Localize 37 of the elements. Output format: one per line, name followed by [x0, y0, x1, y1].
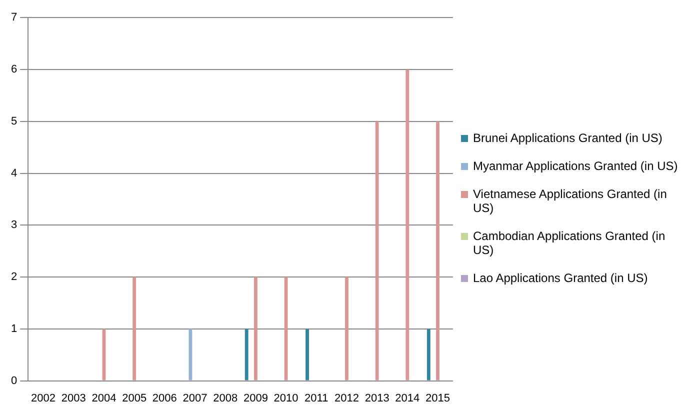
x-tick-label: 2002	[31, 392, 56, 404]
x-tick-label: 2007	[182, 392, 208, 404]
x-tick-label: 2009	[243, 392, 268, 404]
x-tick-label: 2013	[364, 392, 390, 404]
y-tick-label: 3	[10, 219, 18, 232]
x-tick-label: 2012	[334, 392, 359, 404]
y-tick-label: 1	[10, 322, 18, 335]
bar	[345, 277, 348, 380]
x-tick-label: 2014	[395, 392, 420, 404]
y-tick-label: 4	[10, 167, 18, 180]
y-tick-label: 6	[10, 64, 18, 76]
x-tick-label: 2003	[61, 392, 86, 404]
legend-label: Myanmar Applications Granted (in US)	[473, 159, 678, 173]
bar	[375, 121, 379, 380]
bar	[132, 277, 136, 380]
x-tick-label: 2011	[304, 392, 328, 404]
bar	[254, 277, 258, 380]
y-tick-label: 5	[10, 115, 18, 128]
bar	[436, 121, 440, 380]
x-tick-label: 2015	[426, 392, 450, 404]
bar	[244, 328, 248, 380]
legend-label: Brunei Applications Granted (in US)	[473, 131, 662, 145]
y-tick-label: 7	[10, 12, 18, 24]
x-tick-label: 2010	[274, 392, 298, 404]
x-tick-label: 2006	[152, 392, 177, 404]
x-tick-label: 2005	[122, 392, 147, 404]
legend-label: Lao Applications Granted (in US)	[473, 271, 648, 285]
bar	[284, 277, 288, 380]
y-tick-label: 2	[10, 271, 18, 284]
bar	[406, 69, 410, 380]
bar	[426, 328, 430, 380]
x-tick-label: 2008	[213, 392, 238, 404]
legend-label: Vietnamese Applications Granted (in US)	[473, 187, 668, 215]
y-tick-label: 0	[10, 374, 18, 387]
x-tick-label: 2004	[92, 392, 116, 404]
legend-label: Cambodian Applications Granted (in US)	[473, 229, 666, 257]
bar	[306, 328, 309, 380]
